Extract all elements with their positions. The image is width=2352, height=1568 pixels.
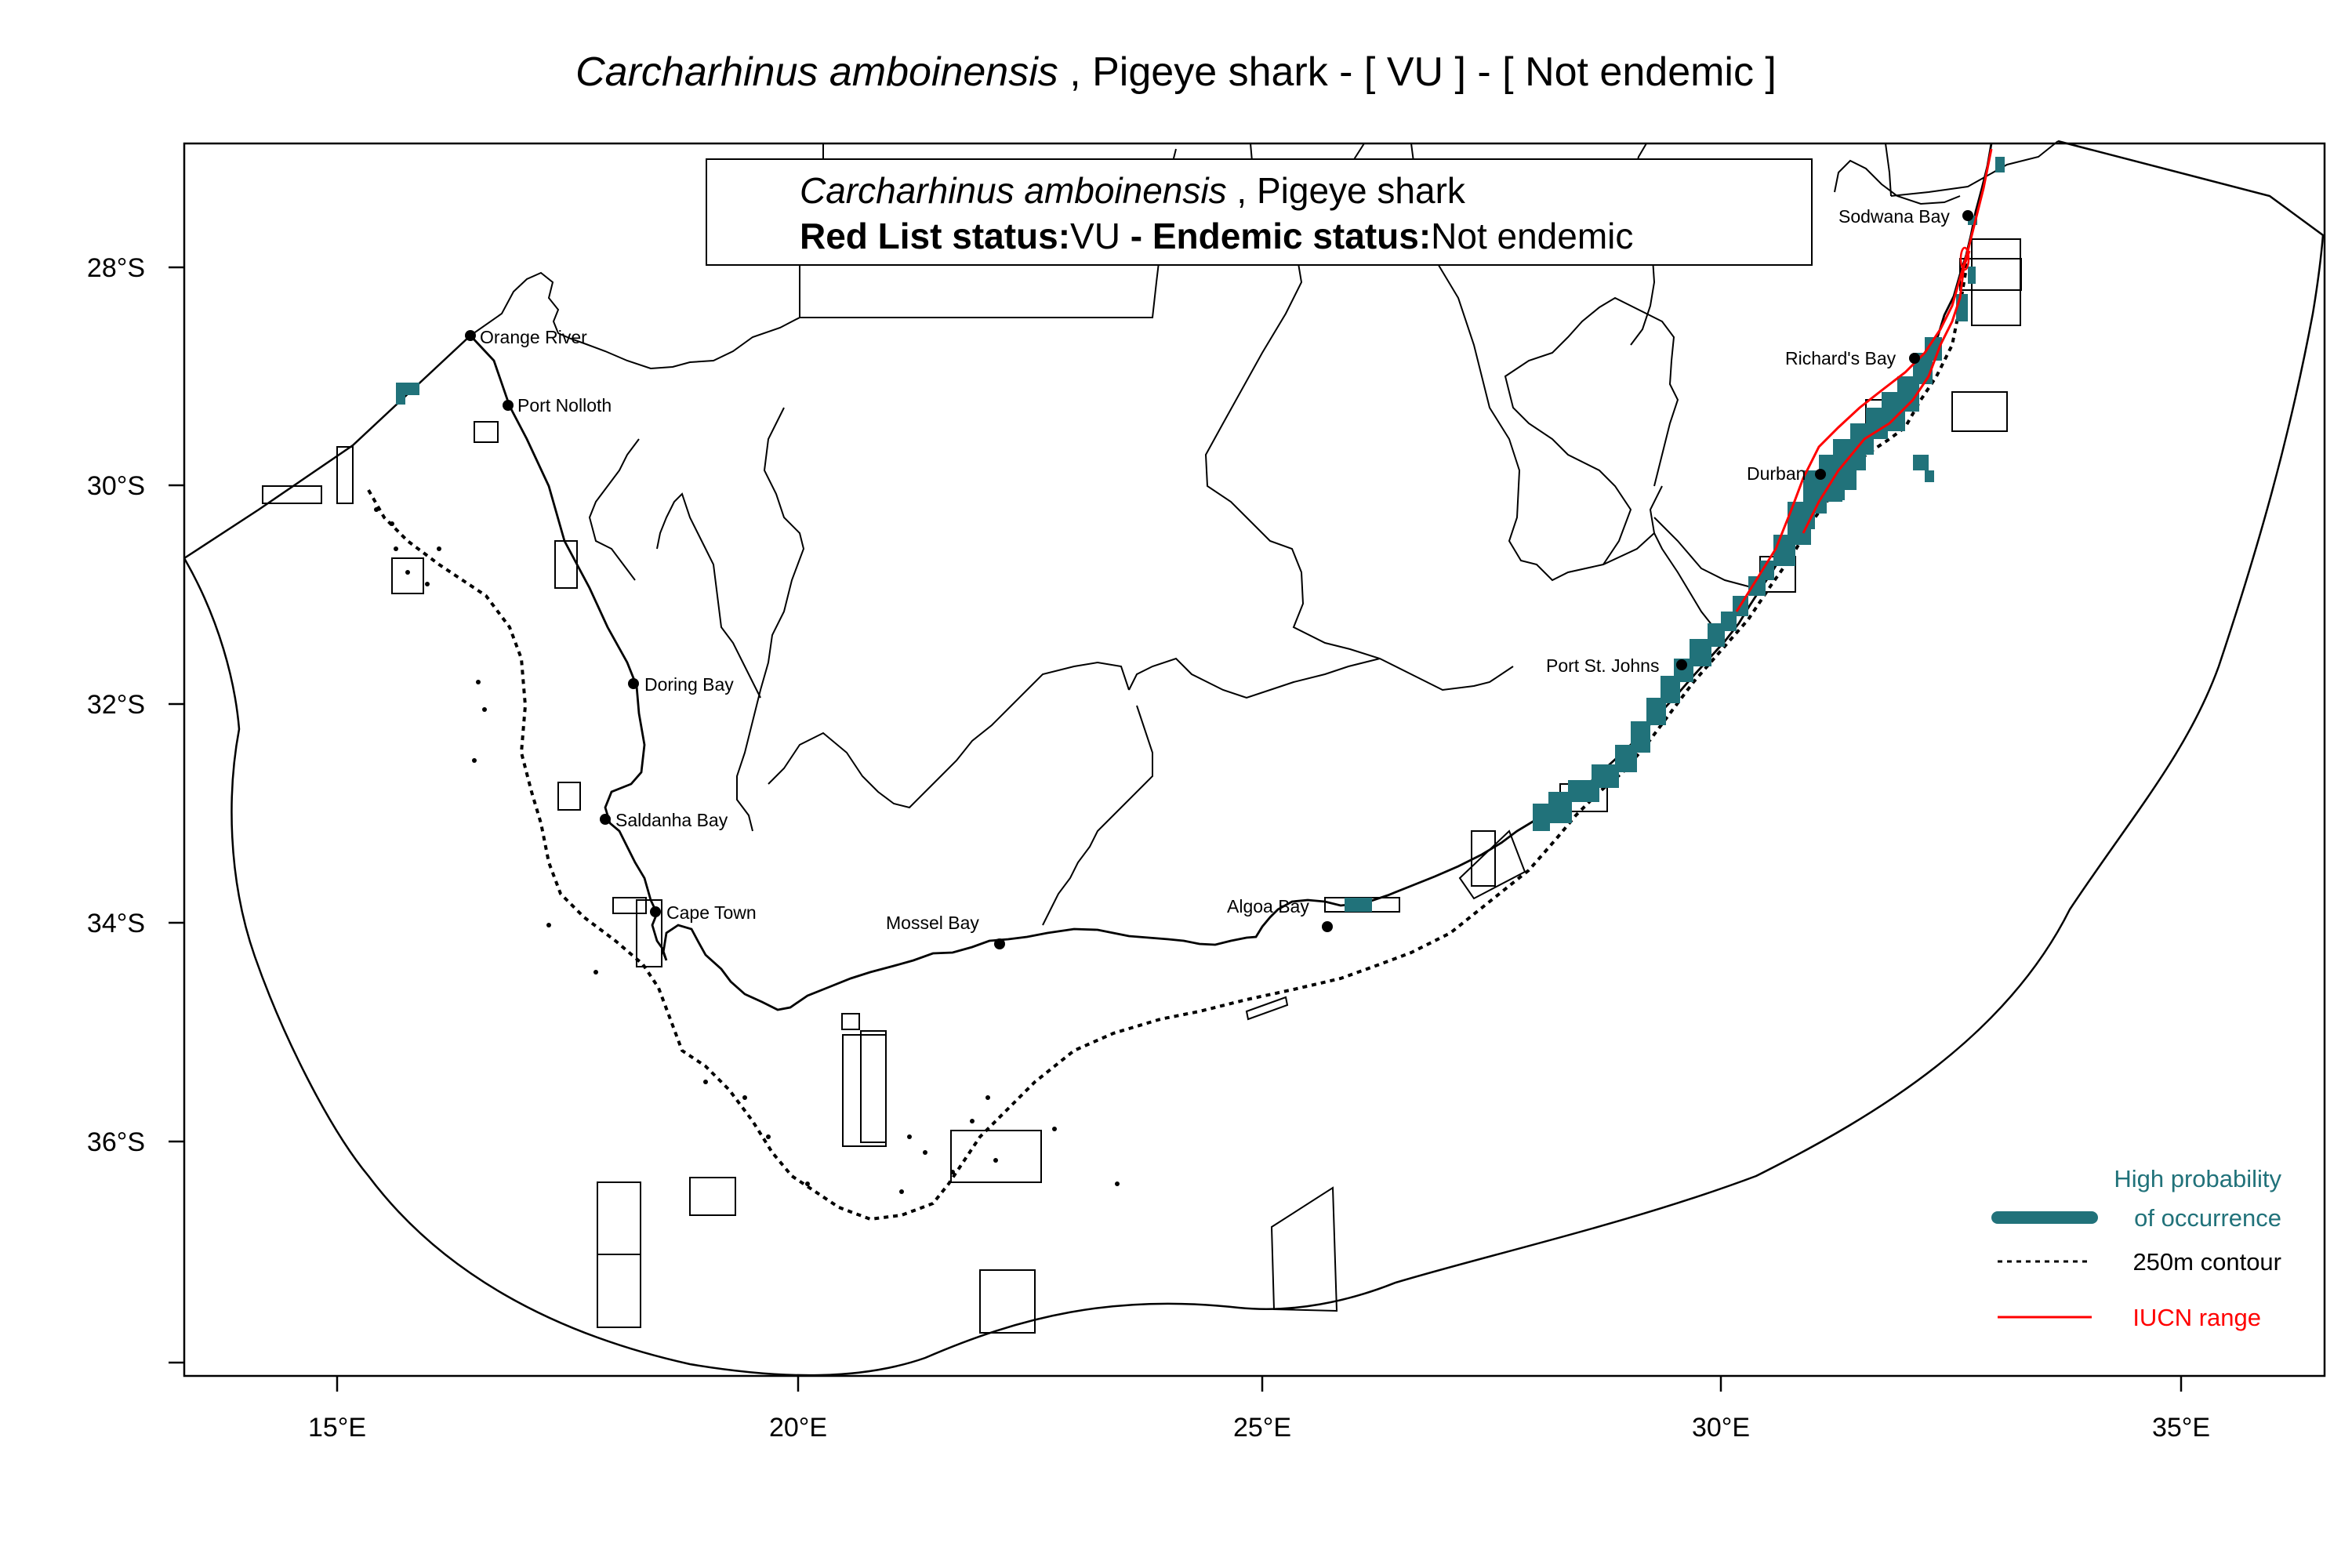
map-title: Carcharhinus amboinensis , Pigeye shark …	[0, 49, 2352, 96]
y-tick-label: 30°S	[87, 471, 145, 501]
y-tick-label: 36°S	[87, 1127, 145, 1157]
y-tick-label: 32°S	[87, 690, 145, 720]
red-list-value: VU	[1070, 216, 1120, 256]
endemic-label: - Endemic status:	[1120, 216, 1432, 256]
x-tick-label: 20°E	[769, 1413, 827, 1443]
info-scientific-name: Carcharhinus amboinensis	[800, 170, 1227, 211]
place-label: Saldanha Bay	[615, 810, 728, 830]
x-tick-label: 30°E	[1692, 1413, 1750, 1443]
place-marker	[1322, 921, 1333, 932]
place-marker	[1676, 659, 1687, 670]
place-label: Orange River	[480, 327, 587, 347]
place-marker	[600, 814, 611, 825]
place-label: Sodwana Bay	[1838, 206, 1950, 227]
place-label: Durban	[1747, 463, 1806, 484]
depth-contour-250m	[367, 258, 1969, 1221]
place-label: Doring Bay	[644, 674, 734, 695]
legend-high-probability-line1: High probability	[2114, 1165, 2281, 1192]
eez-boundary	[183, 140, 2325, 1377]
legend-high-probability-line2: of occurrence	[2134, 1204, 2281, 1232]
map-features	[183, 140, 2325, 1377]
place-label: Mossel Bay	[886, 913, 979, 933]
place-marker	[465, 330, 476, 341]
survey-block-slant	[1458, 829, 1526, 900]
place-marker	[503, 400, 514, 411]
red-list-label: Red List status:	[800, 216, 1071, 256]
survey-block-small	[1245, 996, 1289, 1021]
title-scientific-name: Carcharhinus amboinensis	[575, 49, 1058, 95]
place-label: Port Nolloth	[517, 395, 612, 416]
endemic-value: Not endemic	[1431, 216, 1634, 256]
x-tick-label: 35°E	[2152, 1413, 2210, 1443]
y-tick-label: 28°S	[87, 253, 145, 283]
species-info-box: Carcharhinus amboinensis , Pigeye shark …	[706, 158, 1813, 266]
info-status-line: Red List status:VU - Endemic status:Not …	[800, 215, 1633, 257]
place-label: Richard's Bay	[1785, 348, 1896, 368]
place-marker	[994, 938, 1005, 949]
legend-iucn-label: IUCN range	[2132, 1304, 2261, 1331]
occurrence-cells	[396, 157, 2005, 912]
contour-islets	[374, 507, 1120, 1194]
place-marker	[650, 906, 661, 917]
iucn-range	[1735, 148, 1993, 612]
place-marker	[1909, 353, 1920, 364]
eez-west-edge	[183, 335, 471, 560]
place-label: Port St. Johns	[1546, 655, 1659, 676]
axis-ticks	[169, 266, 2183, 1392]
x-tick-label: 15°E	[308, 1413, 366, 1443]
place-marker	[1815, 469, 1826, 480]
info-common-name: , Pigeye shark	[1226, 170, 1465, 211]
place-markers: Orange River Port Nolloth Doring Bay Sal…	[465, 206, 1973, 949]
y-tick-label: 34°S	[87, 909, 145, 938]
admin-boundaries	[470, 140, 2059, 926]
plot-frame	[183, 142, 2326, 1377]
place-label: Cape Town	[666, 902, 757, 923]
legend: High probability of occurrence 250m cont…	[1991, 1165, 2281, 1331]
legend-contour-label: 250m contour	[2132, 1248, 2281, 1276]
place-marker	[1962, 210, 1973, 221]
survey-block-diamond	[1270, 1186, 1338, 1312]
iucn-range-islet	[1959, 246, 1970, 271]
x-tick-label: 25°E	[1233, 1413, 1291, 1443]
place-label: Algoa Bay	[1227, 896, 1309, 916]
info-species-line: Carcharhinus amboinensis , Pigeye shark	[800, 169, 1465, 212]
title-common-name-status: , Pigeye shark - [ VU ] - [ Not endemic …	[1058, 49, 1777, 95]
place-marker	[628, 678, 639, 689]
